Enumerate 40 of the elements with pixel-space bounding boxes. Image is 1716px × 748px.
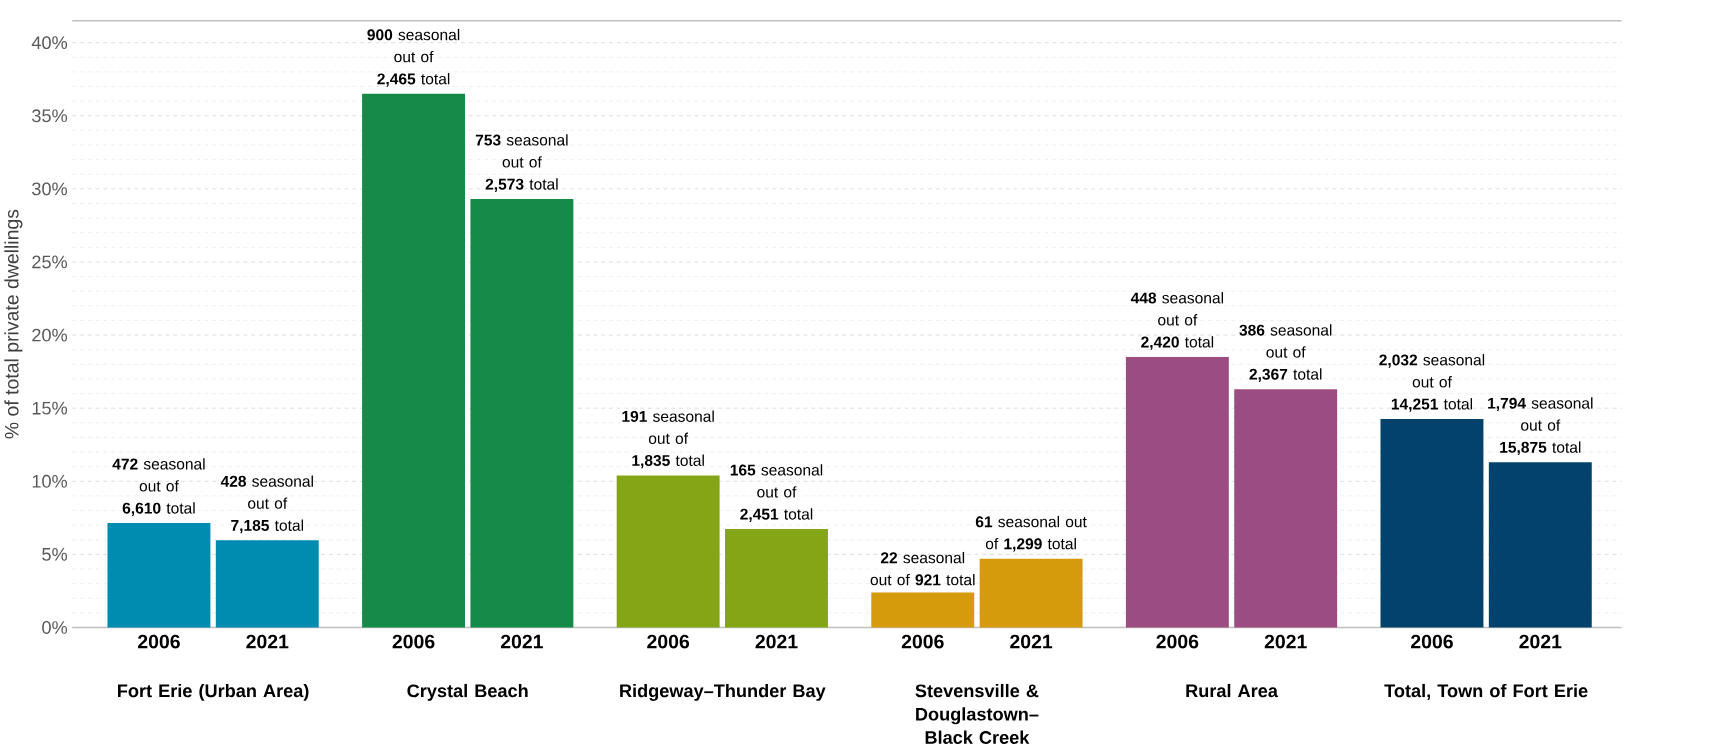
y-tick-label: 10%	[32, 474, 68, 488]
y-tick-label: 20%	[32, 328, 68, 342]
data-label: 900 seasonal out of 2,465 total	[367, 28, 460, 87]
x-tick-label: 2021	[1264, 634, 1307, 649]
data-label: 428 seasonal out of 7,185 total	[220, 475, 313, 534]
y-tick-label: 30%	[32, 182, 68, 196]
data-label: 22 seasonal out of 921 total	[870, 551, 975, 586]
x-tick-label: 2006	[1411, 634, 1453, 649]
x-tick-label: 2021	[755, 634, 798, 649]
x-tick-label: 2006	[1156, 634, 1199, 649]
data-label: 61 seasonal out of 1,299 total	[975, 515, 1087, 552]
text: Crystal Beach	[407, 683, 528, 701]
y-axis-title: % of total private dwellings	[4, 209, 23, 439]
data-label: 448 seasonal out of 2,420 total	[1130, 291, 1224, 350]
y-tick-label: 5%	[42, 547, 68, 561]
x-tick-label: 2006	[647, 634, 690, 649]
y-tick-label: 0%	[42, 620, 68, 634]
text: Ridgeway–Thunder Bay	[620, 683, 826, 701]
data-label: 165 seasonal out of 2,451 total	[730, 464, 823, 522]
data-label: 386 seasonal out of 2,367 total	[1239, 324, 1332, 382]
y-tick-label: 15%	[32, 401, 68, 415]
text: Fort Erie (Urban Area)	[118, 683, 309, 701]
y-tick-label: 40%	[31, 36, 68, 49]
x-tick-label: 2021	[500, 634, 543, 649]
x-tick-label: 2021	[1519, 634, 1562, 649]
data-label: 753 seasonal out of 2,573 total	[475, 134, 568, 192]
y-tick-label: 25%	[32, 255, 68, 269]
text: Total, Town of Fort Erie	[1384, 683, 1588, 700]
data-label: 472 seasonal out of 6,610 total	[112, 458, 205, 516]
x-tick-label: 2021	[246, 634, 289, 649]
data-label: 191 seasonal out of 1,835 total	[622, 410, 714, 469]
y-tick-label: 35%	[32, 109, 68, 123]
text: Stevensville & Douglastown–Black Creek	[915, 683, 1039, 744]
data-label: 1,794 seasonal out of 15,875 total	[1488, 397, 1593, 455]
x-tick-label: 2006	[901, 634, 944, 649]
data-label: 2,032 seasonal out of 14,251 total	[1379, 353, 1485, 412]
x-tick-label: 2006	[392, 634, 435, 649]
x-tick-label: 2006	[137, 634, 180, 649]
text: Rural Area	[1186, 683, 1279, 698]
x-tick-label: 2021	[1010, 634, 1053, 649]
